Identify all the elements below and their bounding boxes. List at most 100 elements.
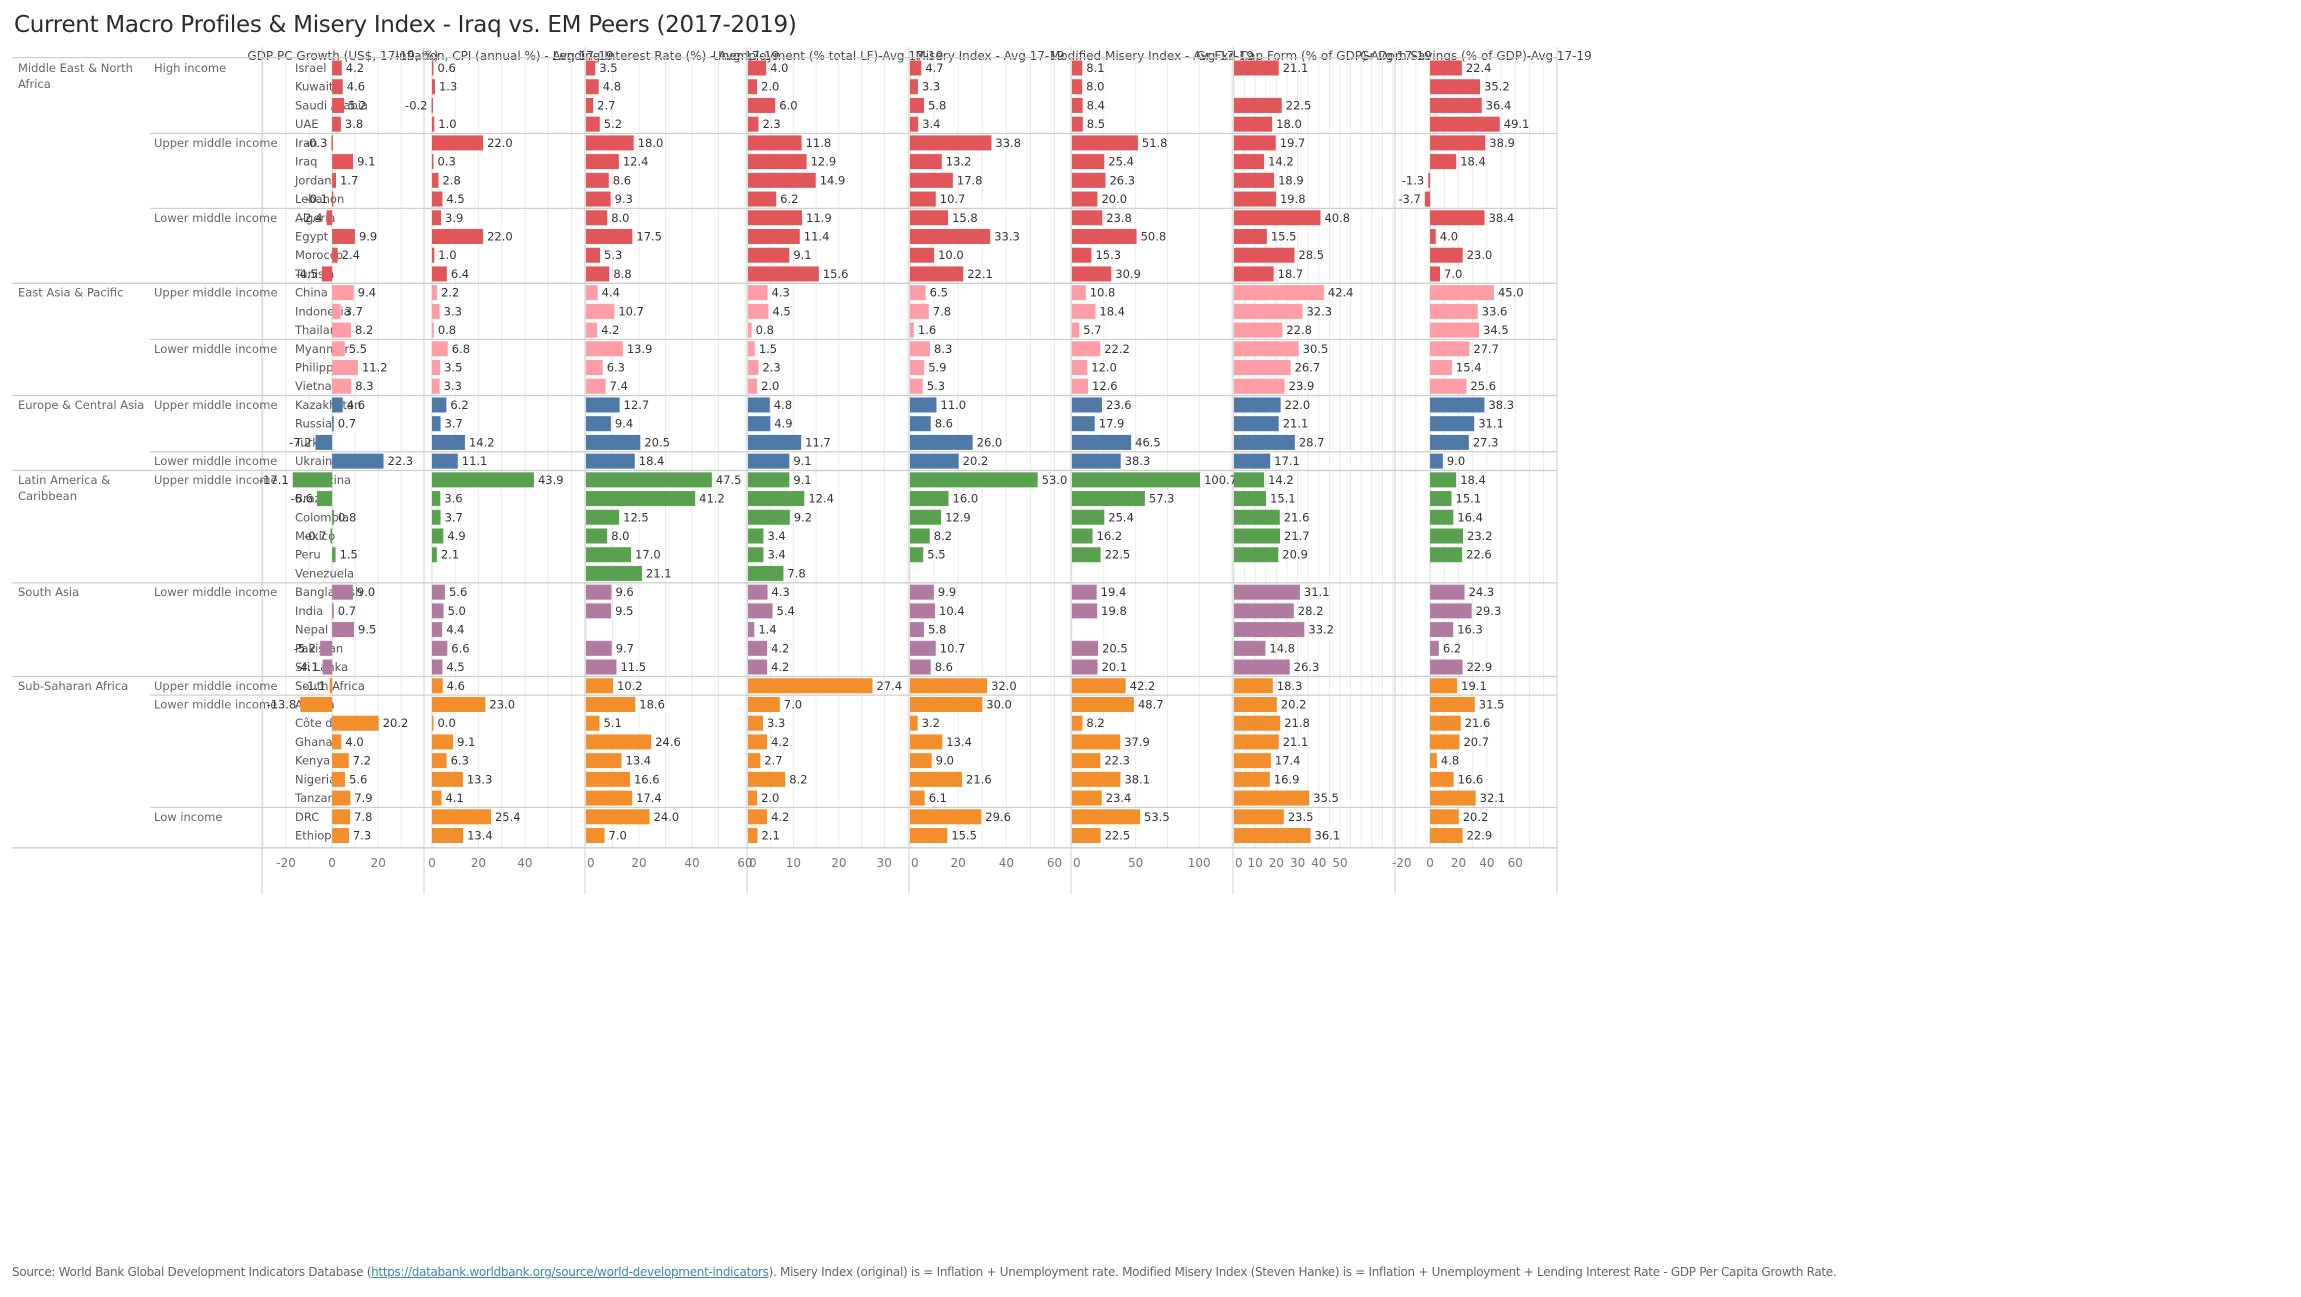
bar-sav[interactable] (1430, 210, 1485, 226)
bar-mmis[interactable] (1072, 491, 1145, 507)
bar-sav[interactable] (1430, 790, 1476, 806)
bar-gfcf[interactable] (1234, 696, 1277, 712)
bar-mmis[interactable] (1072, 266, 1112, 282)
bar-unemp[interactable] (748, 397, 770, 413)
bar-gdp[interactable] (326, 210, 333, 226)
bar-gdp[interactable] (332, 303, 341, 319)
bar-mis[interactable] (910, 135, 992, 151)
bar-gfcf[interactable] (1234, 790, 1310, 806)
bar-gdp[interactable] (332, 154, 354, 170)
bar-gfcf[interactable] (1234, 116, 1273, 132)
bar-sav[interactable] (1430, 734, 1460, 750)
bar-mis[interactable] (910, 247, 935, 263)
bar-gfcf[interactable] (1234, 378, 1285, 394)
bar-mis[interactable] (910, 116, 919, 132)
bar-sav[interactable] (1430, 678, 1458, 694)
bar-unemp[interactable] (748, 715, 763, 731)
bar-gfcf[interactable] (1234, 360, 1291, 376)
bar-lend[interactable] (586, 60, 596, 76)
bar-sav[interactable] (1430, 696, 1475, 712)
bar-mmis[interactable] (1072, 753, 1101, 769)
bar-mmis[interactable] (1072, 771, 1121, 787)
bar-mmis[interactable] (1072, 472, 1201, 488)
bar-inf[interactable] (431, 584, 445, 600)
bar-sav[interactable] (1430, 472, 1457, 488)
bar-gfcf[interactable] (1234, 191, 1276, 207)
bar-sav[interactable] (1430, 154, 1457, 170)
bar-gdp[interactable] (332, 547, 336, 563)
bar-mis[interactable] (910, 809, 982, 825)
bar-gdp[interactable] (292, 472, 333, 488)
bar-gdp[interactable] (331, 135, 333, 151)
bar-unemp[interactable] (748, 640, 768, 656)
bar-unemp[interactable] (748, 603, 773, 619)
bar-inf[interactable] (431, 453, 458, 469)
bar-gdp[interactable] (321, 266, 333, 282)
bar-lend[interactable] (586, 565, 642, 581)
bar-mis[interactable] (910, 659, 931, 675)
bar-gfcf[interactable] (1234, 266, 1274, 282)
bar-gdp[interactable] (332, 285, 354, 301)
bar-mmis[interactable] (1072, 509, 1105, 525)
bar-gfcf[interactable] (1234, 547, 1279, 563)
bar-mmis[interactable] (1072, 247, 1092, 263)
bar-unemp[interactable] (748, 753, 761, 769)
bar-unemp[interactable] (748, 472, 790, 488)
bar-mmis[interactable] (1072, 603, 1098, 619)
bar-unemp[interactable] (748, 191, 777, 207)
bar-mis[interactable] (910, 828, 948, 844)
bar-mmis[interactable] (1072, 172, 1106, 188)
bar-gfcf[interactable] (1234, 210, 1321, 226)
bar-gfcf[interactable] (1234, 584, 1300, 600)
bar-mmis[interactable] (1072, 135, 1138, 151)
bar-lend[interactable] (586, 247, 601, 263)
bar-gdp[interactable] (322, 659, 333, 675)
bar-gfcf[interactable] (1234, 397, 1281, 413)
bar-inf[interactable] (431, 434, 465, 450)
bar-unemp[interactable] (748, 453, 790, 469)
bar-gfcf[interactable] (1234, 828, 1311, 844)
bar-mmis[interactable] (1072, 696, 1134, 712)
bar-mmis[interactable] (1072, 434, 1132, 450)
bar-lend[interactable] (586, 659, 617, 675)
bar-gdp[interactable] (332, 622, 355, 638)
bar-unemp[interactable] (748, 547, 764, 563)
bar-mmis[interactable] (1072, 116, 1083, 132)
bar-inf[interactable] (431, 416, 441, 432)
bar-unemp[interactable] (748, 172, 816, 188)
bar-sav[interactable] (1430, 434, 1469, 450)
bar-sav[interactable] (1430, 360, 1452, 376)
bar-mis[interactable] (910, 734, 943, 750)
bar-mis[interactable] (910, 191, 936, 207)
bar-unemp[interactable] (748, 303, 769, 319)
bar-gfcf[interactable] (1234, 60, 1279, 76)
bar-lend[interactable] (586, 809, 650, 825)
bar-mmis[interactable] (1072, 584, 1097, 600)
bar-gfcf[interactable] (1234, 434, 1295, 450)
bar-lend[interactable] (586, 790, 633, 806)
bar-mmis[interactable] (1072, 734, 1121, 750)
bar-inf[interactable] (431, 528, 444, 544)
bar-gdp[interactable] (329, 678, 333, 694)
bar-sav[interactable] (1430, 753, 1437, 769)
bar-unemp[interactable] (748, 247, 790, 263)
bar-sav[interactable] (1424, 191, 1431, 207)
bar-lend[interactable] (586, 696, 636, 712)
bar-sav[interactable] (1430, 528, 1464, 544)
bar-sav[interactable] (1430, 491, 1452, 507)
bar-inf[interactable] (431, 191, 443, 207)
bar-gfcf[interactable] (1234, 809, 1284, 825)
bar-sav[interactable] (1430, 303, 1478, 319)
bar-gdp[interactable] (332, 753, 349, 769)
bar-unemp[interactable] (748, 378, 758, 394)
bar-sav[interactable] (1430, 266, 1441, 282)
bar-gdp[interactable] (330, 528, 333, 544)
bar-inf[interactable] (431, 378, 440, 394)
bar-inf[interactable] (431, 509, 441, 525)
bar-lend[interactable] (586, 341, 623, 357)
bar-gfcf[interactable] (1234, 303, 1303, 319)
bar-mmis[interactable] (1072, 678, 1126, 694)
bar-inf[interactable] (431, 341, 448, 357)
bar-mmis[interactable] (1072, 322, 1080, 338)
bar-mmis[interactable] (1072, 453, 1121, 469)
